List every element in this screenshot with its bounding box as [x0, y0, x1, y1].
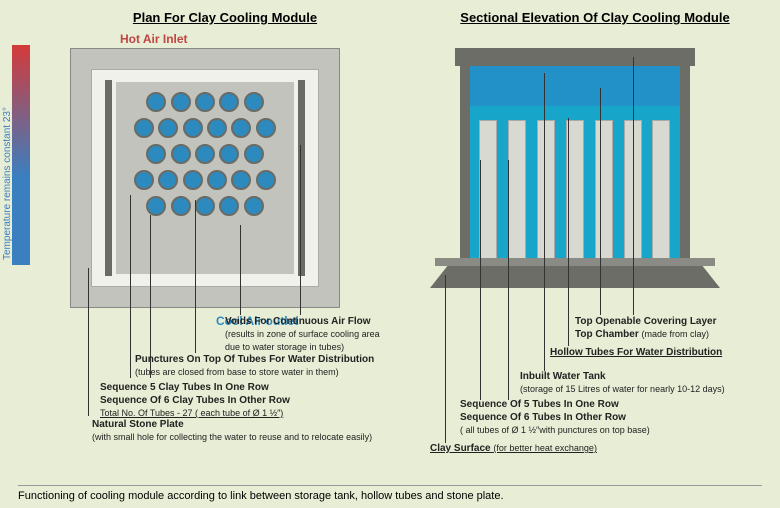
hollow-tube [537, 120, 555, 264]
annot-stone-plate: Natural Stone Plate (with small hole for… [92, 418, 392, 444]
clay-tube [256, 170, 276, 190]
clay-tube [171, 92, 191, 112]
hollow-tube [595, 120, 613, 264]
annot-tank: Inbuilt Water Tank (storage of 15 Litres… [520, 370, 770, 396]
title-right: Sectional Elevation Of Clay Cooling Modu… [410, 10, 780, 25]
clay-tube [244, 144, 264, 164]
clay-tube [134, 118, 154, 138]
annot-clay-surface: Clay Surface (for better heat exchange) [430, 442, 730, 455]
sectional-elevation [430, 48, 720, 288]
hollow-tube [508, 120, 526, 264]
annot-sequence-left: Sequence 5 Clay Tubes In One Row Sequenc… [100, 381, 390, 420]
clay-tube [134, 170, 154, 190]
clay-tube [183, 170, 203, 190]
annot-voids: Voids For Continuous Air Flow (results i… [225, 315, 395, 354]
title-left: Plan For Clay Cooling Module [0, 10, 410, 25]
temperature-gradient-bar [12, 45, 30, 265]
hollow-tube [652, 120, 670, 264]
clay-tube [219, 144, 239, 164]
annot-punctures: Punctures On Top Of Tubes For Water Dist… [135, 353, 395, 379]
clay-tube [219, 196, 239, 216]
clay-tube [195, 92, 215, 112]
clay-tube [146, 92, 166, 112]
hot-air-inlet-label: Hot Air Inlet [120, 32, 188, 46]
clay-tube [158, 170, 178, 190]
clay-tube [231, 170, 251, 190]
clay-tube [183, 118, 203, 138]
clay-tube [244, 92, 264, 112]
clay-tube [146, 196, 166, 216]
clay-tube [207, 118, 227, 138]
clay-tube [244, 196, 264, 216]
annot-sequence-right: Sequence Of 5 Tubes In One Row Sequence … [460, 398, 760, 437]
clay-tube [171, 196, 191, 216]
clay-tube [231, 118, 251, 138]
temperature-label: Temperature remains constant 23° [2, 107, 13, 260]
clay-tube [171, 144, 191, 164]
caption: Functioning of cooling module according … [18, 485, 762, 502]
annot-hollow-tubes: Hollow Tubes For Water Distribution [550, 346, 770, 359]
clay-tube [256, 118, 276, 138]
tubes-grid [132, 92, 278, 264]
clay-tube [195, 196, 215, 216]
hollow-tube [479, 120, 497, 264]
clay-tube [207, 170, 227, 190]
clay-tube [146, 144, 166, 164]
annot-top-layers: Top Openable Covering Layer Top Chamber … [575, 315, 775, 341]
clay-tube [219, 92, 239, 112]
clay-tube [158, 118, 178, 138]
clay-tube [195, 144, 215, 164]
